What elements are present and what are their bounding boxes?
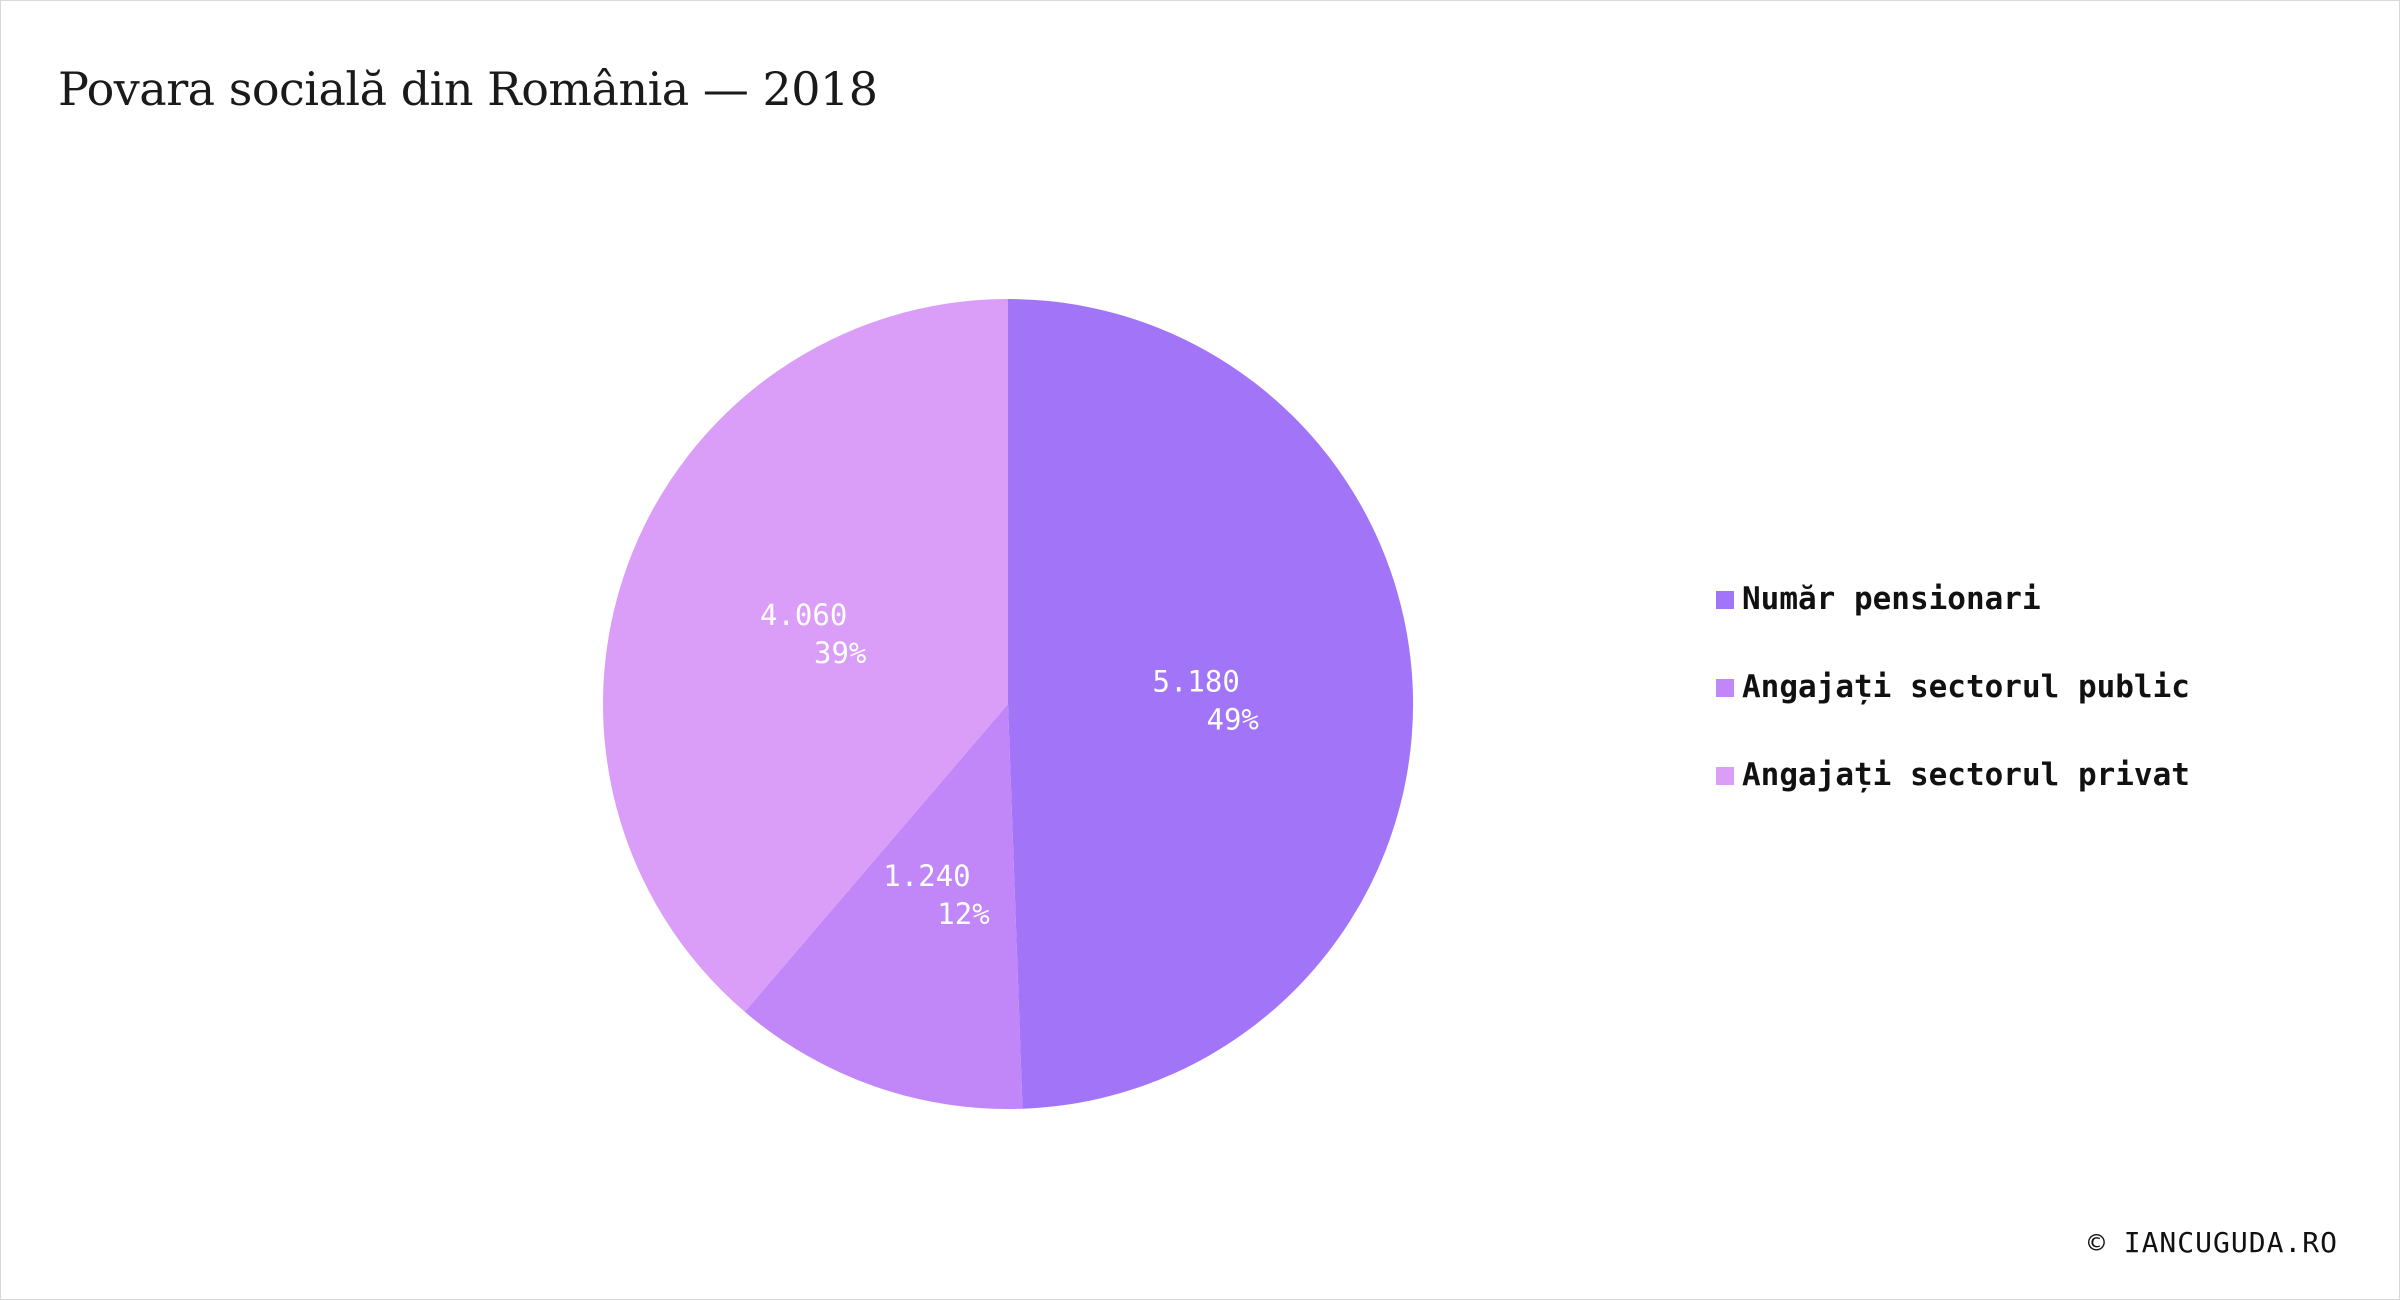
slice-percent-label-0: 49% bbox=[1207, 702, 1259, 736]
legend-item-public: Angajați sectorul public bbox=[1716, 665, 2190, 753]
legend-item-pensionari: Număr pensionari bbox=[1716, 577, 2190, 665]
legend-swatch-public bbox=[1716, 679, 1734, 697]
credit-text: © IANCUGUDA.RO bbox=[2088, 1226, 2339, 1259]
legend-label-pensionari: Număr pensionari bbox=[1742, 581, 2041, 617]
slice-percent-label-2: 39% bbox=[814, 636, 866, 670]
pie-slice-2 bbox=[602, 299, 1008, 1012]
pie-slice-1 bbox=[744, 704, 1023, 1110]
slice-percent-label-1: 12% bbox=[937, 897, 989, 931]
legend-label-public: Angajați sectorul public bbox=[1742, 669, 2190, 705]
slice-value-label-1: 1.240 bbox=[883, 859, 970, 893]
legend-swatch-pensionari bbox=[1716, 591, 1734, 609]
legend-label-privat: Angajați sectorul privat bbox=[1742, 757, 2190, 793]
legend-item-privat: Angajați sectorul privat bbox=[1716, 753, 2190, 841]
legend-swatch-privat bbox=[1716, 767, 1734, 785]
slice-value-label-0: 5.180 bbox=[1153, 664, 1240, 698]
pie-slice-0 bbox=[1008, 299, 1414, 1109]
slice-value-label-2: 4.060 bbox=[760, 598, 847, 632]
legend: Număr pensionari Angajați sectorul publi… bbox=[1716, 577, 2190, 841]
chart-title: Povara socială din România — 2018 bbox=[58, 62, 878, 116]
